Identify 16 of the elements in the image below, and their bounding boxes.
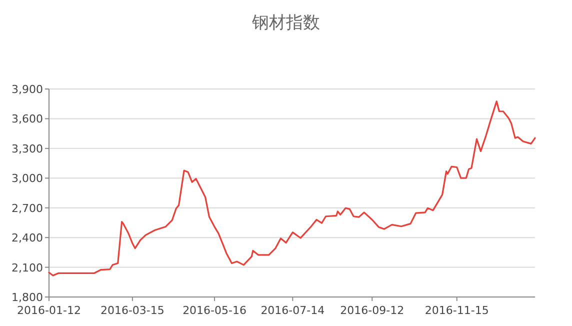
chart-title: 钢材指数 [251, 13, 320, 33]
x-tick-label: 2016-01-12 [17, 304, 81, 317]
y-tick-label: 3,000 [12, 172, 43, 186]
x-tick-label: 2016-09-12 [340, 304, 404, 317]
y-tick-label: 3,600 [12, 112, 43, 126]
x-tick-label: 2016-05-16 [182, 304, 246, 317]
line-series [48, 100, 536, 276]
y-tick-label: 2,400 [12, 232, 43, 245]
x-tick-label: 2016-03-15 [100, 304, 164, 317]
x-tick-label: 2016-07-14 [260, 304, 325, 317]
y-tick-label: 3,300 [12, 142, 43, 156]
y-tick-label: 2,700 [12, 202, 43, 215]
y-tick-label: 2,100 [12, 261, 43, 274]
y-tick-label: 3,900 [12, 83, 43, 96]
y-tick-label: 1,800 [12, 291, 43, 304]
x-tick-label: 2016-11-15 [424, 304, 489, 317]
